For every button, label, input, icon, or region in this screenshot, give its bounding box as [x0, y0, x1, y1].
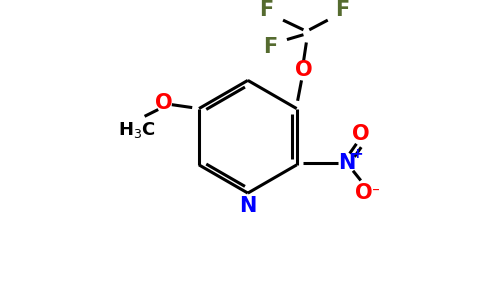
- Text: O: O: [155, 93, 173, 113]
- Text: F: F: [259, 0, 273, 20]
- Text: H: H: [118, 121, 133, 139]
- Text: +: +: [351, 147, 363, 161]
- Text: N: N: [338, 153, 356, 173]
- Text: ⁻: ⁻: [372, 186, 380, 201]
- Text: N: N: [239, 196, 257, 216]
- Text: O: O: [352, 124, 370, 144]
- Text: O: O: [295, 60, 312, 80]
- Text: F: F: [335, 0, 349, 20]
- Text: $_3$C: $_3$C: [133, 120, 156, 140]
- Text: F: F: [263, 37, 277, 57]
- Text: O: O: [355, 183, 373, 203]
